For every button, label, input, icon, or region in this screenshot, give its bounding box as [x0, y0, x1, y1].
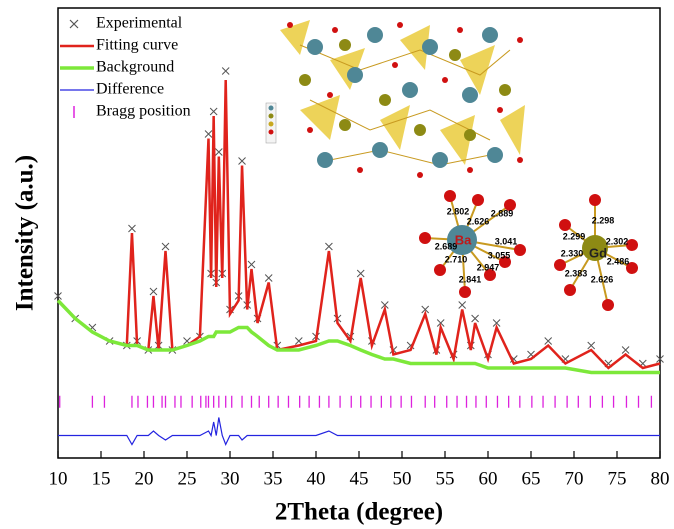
- data-point: [295, 338, 302, 345]
- legend-label: Background: [96, 59, 174, 76]
- bond-label: 2.298: [592, 215, 615, 225]
- x-tick-label: 80: [651, 468, 670, 489]
- x-tick-label: 10: [49, 468, 68, 489]
- data-point: [472, 315, 479, 322]
- bond-label: Gd: [589, 245, 607, 260]
- legend-label: Experimental: [96, 15, 183, 32]
- legend-label: Bragg position: [96, 103, 191, 120]
- data-point: [357, 270, 364, 277]
- x-tick-label: 45: [350, 468, 369, 489]
- data-point: [248, 261, 255, 268]
- data-point: [222, 68, 229, 75]
- x-tick-label: 55: [436, 468, 455, 489]
- bond-label: 2.383: [565, 268, 588, 278]
- bond-label: 3.055: [488, 250, 511, 260]
- bond-label: 2.947: [477, 262, 500, 272]
- data-point: [210, 108, 217, 115]
- legend-symbol: [70, 20, 78, 28]
- bond-label: 2.841: [459, 274, 482, 284]
- data-point: [545, 338, 552, 345]
- x-tick-label: 60: [479, 468, 498, 489]
- bond-label: Ba: [455, 232, 472, 247]
- x-axis-title: 2Theta (degree): [275, 499, 443, 526]
- x-tick-label: 50: [393, 468, 412, 489]
- x-tick-label: 25: [178, 468, 197, 489]
- bond-label: 3.041: [495, 236, 518, 246]
- bond-label: 2.299: [563, 231, 586, 241]
- chart: 2Theta (degree) Intensity (a.u.) 10 15 20 2…: [0, 0, 674, 529]
- data-point: [265, 275, 272, 282]
- x-tick-label: 65: [522, 468, 541, 489]
- data-point: [205, 131, 212, 138]
- bond-label: 2.802: [447, 206, 470, 216]
- data-point: [150, 288, 157, 295]
- bond-label: 2.486: [607, 256, 630, 266]
- bond-label: 2.710: [445, 254, 468, 264]
- x-tick-label: 40: [307, 468, 326, 489]
- bond-label: 2.330: [561, 248, 584, 258]
- bond-label: 2.889: [491, 208, 514, 218]
- legend-label: Fitting curve: [96, 37, 178, 54]
- data-point: [162, 243, 169, 250]
- x-tick-label: 20: [135, 468, 154, 489]
- x-tick-label: 30: [221, 468, 240, 489]
- legend-label: Difference: [96, 81, 164, 98]
- data-point: [239, 158, 246, 165]
- x-tick-label: 35: [264, 468, 283, 489]
- y-axis-title: Intensity (a.u.): [12, 155, 39, 311]
- data-point: [588, 342, 595, 349]
- data-point: [215, 149, 222, 156]
- bond-label: 2.302: [606, 236, 629, 246]
- data-point: [459, 302, 466, 309]
- data-point: [128, 225, 135, 232]
- bond-label: 2.626: [591, 274, 614, 284]
- bond-label: 2.626: [467, 216, 490, 226]
- data-point: [325, 243, 332, 250]
- x-tick-label: 70: [565, 468, 584, 489]
- x-tick-label: 75: [608, 468, 627, 489]
- x-tick-label: 15: [92, 468, 111, 489]
- crystal-structure: [266, 20, 525, 178]
- page: {"chart_data": {"type": "line", "x_label…: [0, 0, 674, 529]
- series-line: [58, 418, 660, 445]
- data-point: [622, 347, 629, 354]
